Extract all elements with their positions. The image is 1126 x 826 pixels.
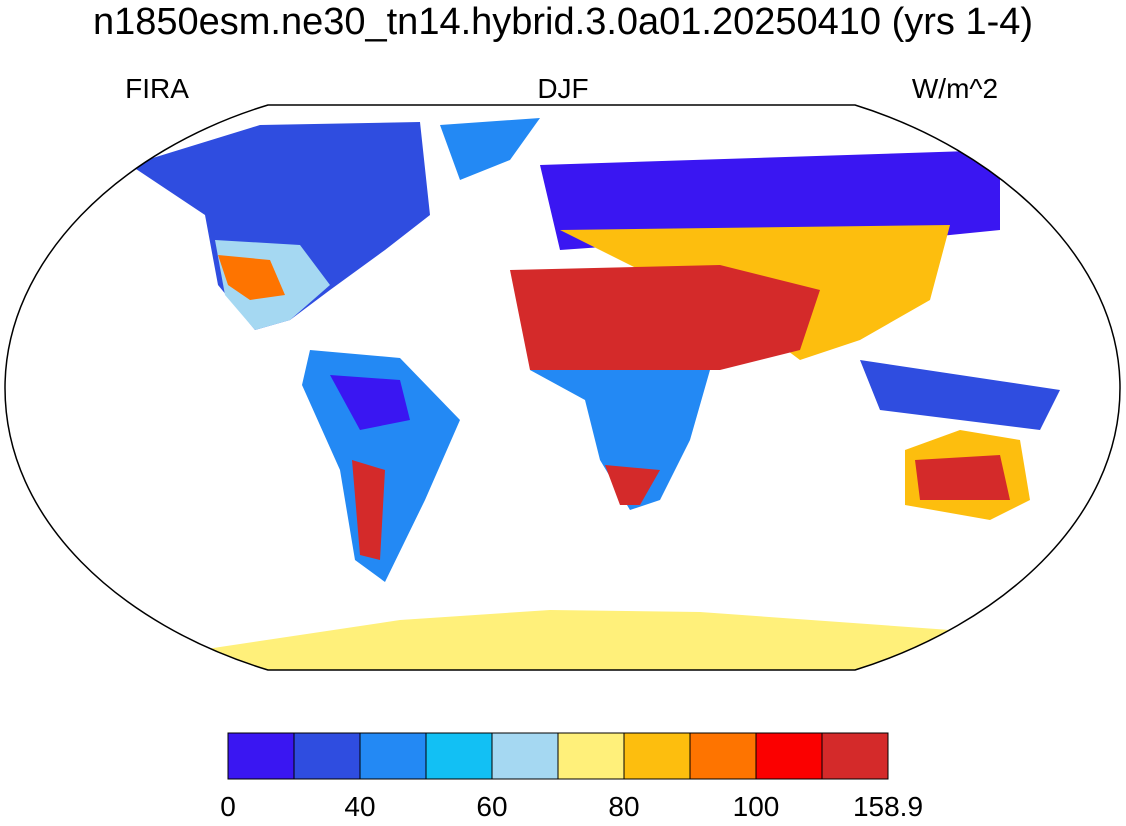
color-box (821, 732, 889, 780)
units-label: W/m^2 (912, 73, 998, 104)
color-box (359, 732, 427, 780)
amazon (330, 375, 410, 430)
color-box (689, 732, 757, 780)
color-box (491, 732, 559, 780)
sahara-arabia (510, 265, 820, 370)
map (130, 118, 1060, 670)
colorbar: 0 40 60 80 100 158.9 (220, 732, 923, 822)
colorbar-tick-label: 40 (344, 791, 375, 821)
maritime-continent (860, 360, 1060, 430)
season-label: DJF (537, 73, 588, 104)
color-box (293, 732, 361, 780)
north-america (130, 122, 430, 330)
antarctica (200, 610, 950, 670)
color-box (755, 732, 823, 780)
colorbar-tick-label: 60 (476, 791, 507, 821)
colorbar-tick-label: 0 (220, 791, 236, 821)
australia-interior (915, 455, 1010, 500)
greenland (440, 118, 540, 180)
southwest-us (218, 255, 285, 300)
andes (352, 460, 385, 560)
title: n1850esm.ne30_tn14.hybrid.3.0a01.2025041… (93, 1, 1033, 43)
color-box (227, 732, 295, 780)
color-box (425, 732, 493, 780)
colorbar-tick-label: 158.9 (853, 791, 923, 821)
color-box (557, 732, 625, 780)
south-america (302, 350, 460, 582)
variable-label: FIRA (125, 73, 189, 104)
eurasia-north (540, 150, 1000, 250)
colorbar-tick-label: 100 (733, 791, 780, 821)
colorbar-tick-label: 80 (608, 791, 639, 821)
southern-africa (605, 465, 660, 505)
color-box (623, 732, 691, 780)
central-africa (530, 370, 710, 510)
map-border (4, 104, 1121, 671)
